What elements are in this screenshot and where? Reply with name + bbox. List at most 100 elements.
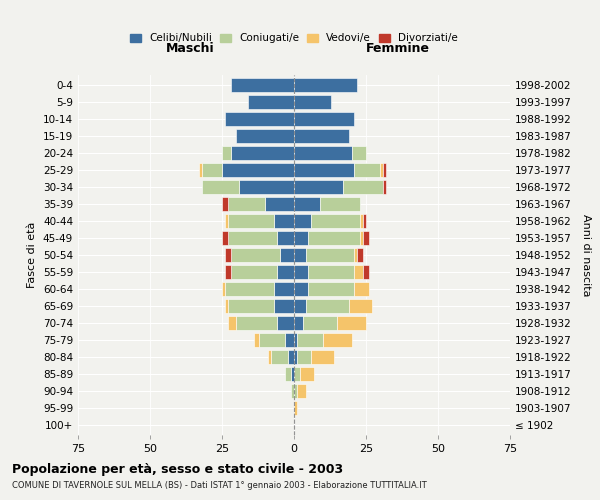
Bar: [358, 248, 363, 262]
Bar: [228, 214, 274, 228]
Bar: [294, 231, 308, 245]
Bar: [294, 95, 331, 109]
Bar: [228, 316, 236, 330]
Bar: [291, 367, 294, 381]
Bar: [383, 180, 386, 194]
Bar: [294, 282, 308, 296]
Bar: [248, 95, 294, 109]
Bar: [363, 214, 366, 228]
Bar: [294, 316, 302, 330]
Bar: [288, 350, 294, 364]
Bar: [222, 282, 225, 296]
Bar: [294, 333, 297, 347]
Bar: [294, 384, 297, 398]
Bar: [228, 231, 277, 245]
Bar: [222, 146, 230, 160]
Bar: [294, 350, 297, 364]
Bar: [228, 197, 265, 211]
Bar: [297, 333, 323, 347]
Bar: [305, 248, 355, 262]
Bar: [311, 214, 360, 228]
Bar: [294, 129, 349, 143]
Bar: [323, 333, 352, 347]
Bar: [222, 197, 228, 211]
Text: Femmine: Femmine: [365, 42, 430, 55]
Bar: [294, 163, 355, 177]
Legend: Celibi/Nubili, Coniugati/e, Vedovi/e, Divorziati/e: Celibi/Nubili, Coniugati/e, Vedovi/e, Di…: [130, 34, 458, 43]
Bar: [277, 316, 294, 330]
Bar: [230, 146, 294, 160]
Bar: [300, 367, 314, 381]
Bar: [268, 350, 271, 364]
Bar: [352, 146, 366, 160]
Y-axis label: Fasce di età: Fasce di età: [28, 222, 37, 288]
Bar: [355, 265, 363, 279]
Bar: [355, 282, 369, 296]
Bar: [291, 384, 294, 398]
Bar: [294, 401, 297, 415]
Bar: [202, 163, 222, 177]
Bar: [363, 231, 369, 245]
Y-axis label: Anni di nascita: Anni di nascita: [581, 214, 591, 296]
Text: Maschi: Maschi: [166, 42, 215, 55]
Bar: [277, 231, 294, 245]
Bar: [343, 180, 383, 194]
Bar: [274, 214, 294, 228]
Bar: [286, 333, 294, 347]
Bar: [360, 214, 363, 228]
Bar: [274, 299, 294, 313]
Bar: [254, 333, 259, 347]
Bar: [294, 146, 352, 160]
Bar: [311, 350, 334, 364]
Bar: [383, 163, 386, 177]
Bar: [294, 265, 308, 279]
Bar: [320, 197, 360, 211]
Bar: [294, 367, 300, 381]
Text: COMUNE DI TAVERNOLE SUL MELLA (BS) - Dati ISTAT 1° gennaio 2003 - Elaborazione T: COMUNE DI TAVERNOLE SUL MELLA (BS) - Dat…: [12, 481, 427, 490]
Bar: [308, 231, 360, 245]
Bar: [274, 282, 294, 296]
Bar: [294, 248, 305, 262]
Bar: [230, 265, 277, 279]
Bar: [355, 248, 358, 262]
Bar: [228, 299, 274, 313]
Bar: [305, 299, 349, 313]
Bar: [360, 231, 363, 245]
Bar: [355, 163, 380, 177]
Bar: [380, 163, 383, 177]
Bar: [277, 265, 294, 279]
Bar: [222, 231, 228, 245]
Bar: [294, 299, 305, 313]
Bar: [280, 248, 294, 262]
Bar: [294, 112, 355, 126]
Bar: [225, 282, 274, 296]
Bar: [302, 316, 337, 330]
Bar: [239, 180, 294, 194]
Bar: [225, 214, 228, 228]
Bar: [225, 248, 230, 262]
Bar: [225, 299, 228, 313]
Bar: [363, 265, 369, 279]
Bar: [230, 248, 280, 262]
Bar: [294, 180, 343, 194]
Text: Popolazione per età, sesso e stato civile - 2003: Popolazione per età, sesso e stato civil…: [12, 462, 343, 475]
Bar: [294, 78, 358, 92]
Bar: [230, 78, 294, 92]
Bar: [265, 197, 294, 211]
Bar: [259, 333, 286, 347]
Bar: [286, 367, 291, 381]
Bar: [308, 282, 355, 296]
Bar: [271, 350, 288, 364]
Bar: [225, 112, 294, 126]
Bar: [294, 214, 311, 228]
Bar: [202, 180, 239, 194]
Bar: [236, 316, 277, 330]
Bar: [349, 299, 372, 313]
Bar: [297, 350, 311, 364]
Bar: [297, 384, 305, 398]
Bar: [199, 163, 202, 177]
Bar: [225, 265, 230, 279]
Bar: [222, 163, 294, 177]
Bar: [294, 197, 320, 211]
Bar: [308, 265, 355, 279]
